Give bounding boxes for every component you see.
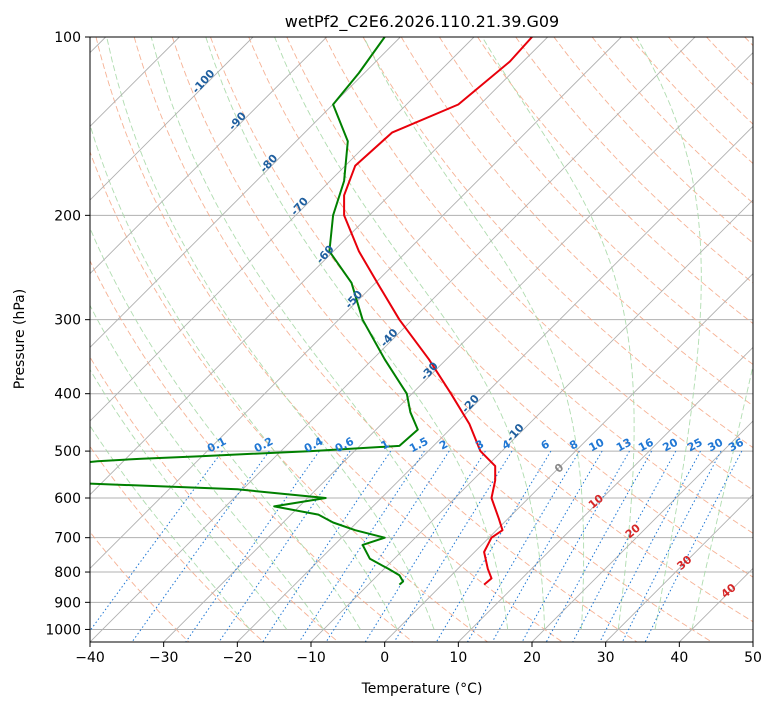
x-tick-label: 0 [380, 650, 389, 666]
dry-adiabat-line [515, 37, 753, 284]
mixing-ratio-lines [90, 450, 743, 642]
dry-adiabat-line [477, 37, 753, 325]
isotherm-line [310, 199, 753, 642]
moist-adiabat-line [205, 37, 509, 630]
x-tick-label: −20 [223, 650, 253, 666]
moist-adiabat-line [90, 123, 398, 630]
dry-adiabat-line [248, 37, 753, 578]
mixing-ratio-line [131, 450, 270, 642]
chart-title: wetPf2_C2E6.2026.110.21.39.G09 [285, 12, 559, 32]
dry-adiabat-line [362, 37, 753, 449]
mixing-ratio-line [435, 450, 552, 642]
isotherm-line [90, 37, 622, 569]
isotherm-line [237, 125, 753, 642]
x-tick-label: 40 [670, 650, 688, 666]
moist-adiabats [90, 37, 753, 630]
mixing-ratio-line [393, 450, 513, 642]
x-axis-label: Temperature (°C) [361, 681, 483, 697]
mixing-ratio-label: 30 [706, 436, 726, 455]
mixing-ratio-line [599, 450, 701, 642]
x-tick-label: 10 [449, 650, 467, 666]
moist-adiabat-line [106, 37, 435, 630]
isotherm-line [90, 37, 327, 275]
mixing-ratio-label: 25 [685, 436, 705, 455]
dry-adiabat-line [629, 37, 753, 165]
y-tick-label: 900 [54, 595, 81, 611]
mixing-ratio-line [218, 450, 351, 642]
moist-adiabat-line [274, 37, 546, 630]
moist-adiabat-line [363, 37, 585, 630]
mixing-ratio-line [621, 450, 722, 642]
moist-adiabat-line [691, 363, 753, 630]
mixing-ratio-line [521, 450, 630, 642]
isotherm-line [531, 420, 753, 642]
x-tick-label: −10 [296, 650, 326, 666]
y-tick-label: 600 [54, 491, 81, 507]
dry-adiabat-line [400, 37, 753, 407]
x-tick-label: 30 [597, 650, 615, 666]
isotherm-line [163, 52, 753, 642]
isotherm-line [90, 37, 696, 642]
isotherm-line [90, 37, 475, 422]
mixing-ratio-label: 20 [660, 436, 680, 455]
dry-adiabat-line [90, 259, 414, 642]
x-axis-ticks: −40 −30 −20 −10 0 10 20 30 40 50 [75, 642, 762, 666]
mixing-ratio-line [185, 450, 320, 642]
y-axis-label: Pressure (hPa) [12, 289, 28, 389]
x-tick-label: 20 [523, 650, 541, 666]
temperature-line [343, 37, 533, 586]
x-tick-label: −30 [149, 650, 179, 666]
plot-area: 0.1 0.2 0.4 0.6 1 1.5 2 3 4 6 8 10 13 16 20 25 30 36-100-… [90, 37, 753, 642]
mixing-ratio-line [572, 450, 677, 642]
isotherm-line [90, 37, 548, 496]
y-tick-label: 100 [54, 30, 81, 46]
mixing-ratio-label: 36 [726, 436, 746, 455]
moist-adiabat-line [636, 37, 702, 630]
dry-adiabat-line [90, 445, 264, 642]
isotherm-line [384, 273, 753, 642]
dewpoint-line [90, 37, 419, 586]
mixing-ratio-line [491, 450, 603, 642]
sounding-lines [90, 37, 533, 586]
moist-adiabat-line [150, 37, 472, 630]
plot-frame [89, 36, 754, 643]
isotherm-line [458, 346, 753, 642]
moist-adiabat-line [481, 37, 635, 630]
moist-adiabat-line [90, 368, 288, 630]
dry-adiabat-line [90, 531, 190, 642]
dry-adiabat-line [439, 37, 753, 365]
isotherms [90, 37, 753, 642]
dry-adiabat-line [591, 37, 753, 204]
mixing-ratio-label: 10 [587, 436, 607, 455]
mixing-ratio-label: 16 [636, 436, 656, 455]
y-tick-label: 200 [54, 208, 81, 224]
y-tick-label: 1000 [45, 622, 81, 638]
mixing-ratio-label: 13 [614, 436, 634, 455]
x-tick-label: 50 [744, 650, 762, 666]
y-tick-label: 700 [54, 531, 81, 547]
dry-adiabat-line [210, 37, 753, 623]
moist-adiabat-line [90, 424, 251, 630]
moist-adiabat-line [90, 226, 361, 630]
dry-adiabat-line [133, 37, 638, 642]
isotherm-line [90, 37, 401, 348]
y-tick-label: 500 [54, 444, 81, 460]
mixing-ratio-line [364, 450, 486, 642]
dry-adiabat-line [90, 356, 339, 642]
y-axis-ticks: 100 200 300 400 500 600 700 800 900 1000 [45, 30, 90, 638]
y-tick-label: 300 [54, 313, 81, 329]
isotherm-line [605, 494, 753, 642]
mixing-ratio-line [545, 450, 653, 642]
x-tick-label: −40 [75, 650, 105, 666]
y-tick-label: 800 [54, 565, 81, 581]
dry-adiabat-line [171, 37, 712, 642]
dry-adiabats [90, 37, 753, 642]
mixing-ratio-line [467, 450, 580, 642]
pressure-gridlines [90, 37, 753, 630]
y-tick-label: 400 [54, 387, 81, 403]
dry-adiabat-line [95, 37, 563, 642]
isotherm-line [90, 37, 254, 201]
